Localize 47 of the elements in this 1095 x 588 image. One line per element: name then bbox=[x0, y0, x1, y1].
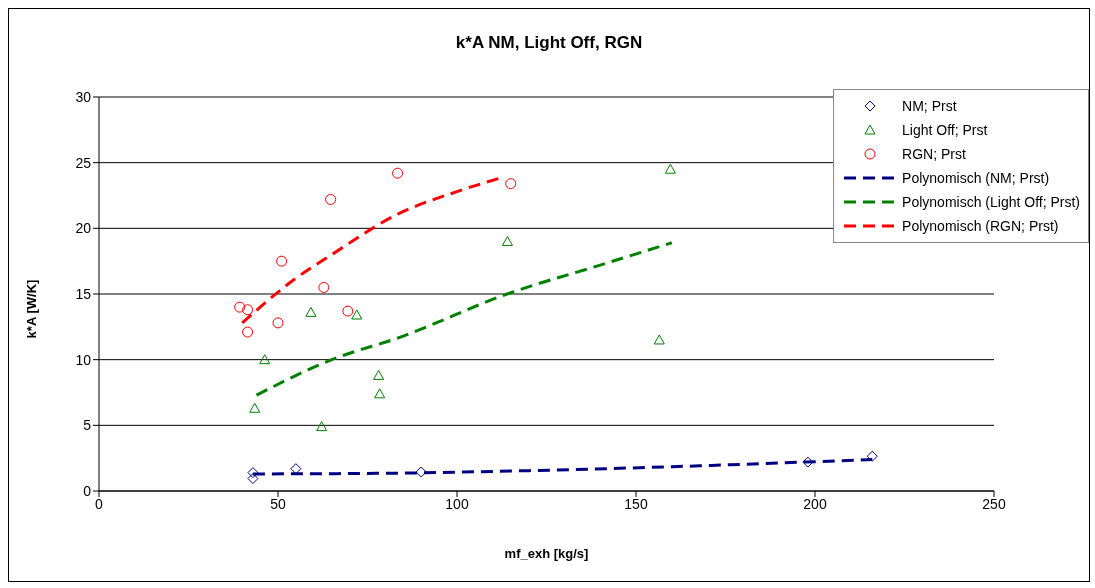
point bbox=[305, 306, 317, 317]
y-tick-label: 5 bbox=[83, 417, 92, 434]
point bbox=[392, 167, 404, 179]
chart-title: k*A NM, Light Off, RGN bbox=[454, 33, 644, 53]
y-tick-label: 25 bbox=[75, 154, 92, 171]
point bbox=[664, 163, 676, 174]
point bbox=[866, 450, 878, 462]
point bbox=[242, 326, 254, 338]
point bbox=[272, 317, 284, 329]
point bbox=[351, 309, 363, 320]
point bbox=[653, 334, 665, 345]
point bbox=[374, 388, 386, 399]
point bbox=[259, 354, 271, 365]
point bbox=[316, 421, 328, 432]
y-axis-title: k*A [W/K] bbox=[23, 279, 39, 339]
x-tick-label: 0 bbox=[95, 495, 104, 512]
point bbox=[242, 304, 254, 316]
legend-label: Polynomisch (Light Off; Prst) bbox=[902, 194, 1080, 210]
point bbox=[249, 402, 261, 413]
x-tick-label: 200 bbox=[803, 495, 827, 512]
point bbox=[247, 467, 259, 479]
y-tick-label: 10 bbox=[75, 351, 92, 368]
point bbox=[318, 281, 330, 293]
legend-label: Polynomisch (NM; Prst) bbox=[902, 170, 1050, 186]
point bbox=[247, 473, 259, 485]
point bbox=[501, 235, 513, 246]
legend-label: NM; Prst bbox=[902, 98, 957, 114]
point bbox=[415, 466, 427, 478]
point bbox=[342, 305, 354, 317]
y-tick-label: 15 bbox=[75, 285, 92, 302]
y-tick-label: 20 bbox=[75, 220, 92, 237]
x-tick-label: 150 bbox=[624, 495, 648, 512]
line-series bbox=[255, 241, 674, 397]
point bbox=[234, 301, 246, 313]
point bbox=[325, 193, 337, 205]
y-tick-label: 30 bbox=[75, 88, 92, 105]
x-tick-label: 50 bbox=[270, 495, 286, 512]
x-tick-label: 100 bbox=[445, 495, 469, 512]
legend-label: RGN; Prst bbox=[902, 146, 966, 162]
legend-label: Light Off; Prst bbox=[902, 122, 988, 138]
point bbox=[276, 255, 288, 267]
point bbox=[505, 178, 517, 190]
x-axis-title: mf_exh [kg/s] bbox=[503, 546, 590, 561]
point bbox=[373, 369, 385, 380]
legend-label: Polynomisch (RGN; Prst) bbox=[902, 218, 1059, 234]
y-tick-label: 0 bbox=[83, 482, 92, 499]
x-tick-label: 250 bbox=[982, 495, 1006, 512]
